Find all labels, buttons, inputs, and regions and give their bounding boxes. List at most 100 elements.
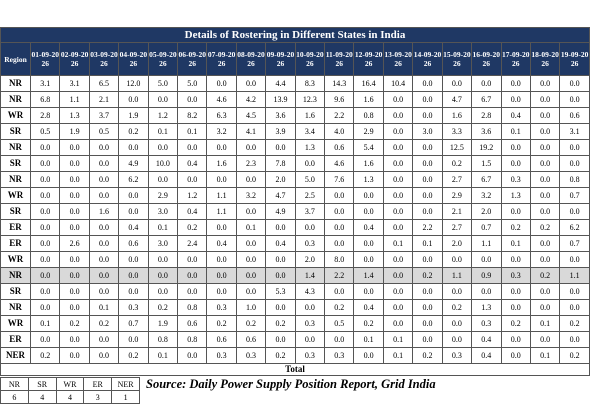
value-cell: 1.2 (177, 187, 208, 204)
value-cell: 0.0 (206, 283, 237, 300)
column-header: Region (0, 42, 31, 76)
value-cell: 0.0 (118, 187, 149, 204)
value-cell: 0.2 (235, 315, 267, 332)
value-cell: 0.1 (500, 123, 531, 140)
value-cell: 0.0 (177, 171, 208, 188)
value-cell: 1.3 (59, 107, 90, 124)
value-cell: 1.9 (59, 123, 90, 140)
value-cell: 3.2 (235, 187, 267, 204)
value-cell: 0.0 (500, 299, 531, 316)
column-header: 06-09-2026 (177, 42, 208, 76)
value-cell: 0.2 (529, 219, 561, 236)
value-cell: 0.0 (529, 251, 561, 268)
value-cell: 0.0 (118, 331, 149, 348)
value-cell: 0.8 (353, 107, 384, 124)
value-cell: 0.0 (412, 299, 443, 316)
value-cell: 0.2 (118, 123, 149, 140)
value-cell: 0.0 (529, 235, 561, 252)
region-cell: NR (0, 267, 31, 284)
value-cell: 0.2 (529, 267, 561, 284)
value-cell: 2.9 (147, 187, 179, 204)
column-header: 14-09-2026 (412, 42, 443, 76)
summary-region: WR (55, 377, 85, 391)
column-header: 16-09-2026 (471, 42, 502, 76)
header-row: Region 01-09-2026 02-09-2026 03-09-2026 04-0… (0, 42, 590, 76)
value-cell: 2.2 (324, 107, 355, 124)
value-cell: 2.3 (235, 155, 267, 172)
value-cell: 0.4 (265, 235, 296, 252)
value-cell: 0.1 (382, 347, 414, 364)
value-cell: 0.0 (59, 251, 90, 268)
value-cell: 8.3 (294, 75, 326, 92)
value-cell: 0.0 (88, 219, 120, 236)
value-cell: 2.2 (324, 267, 355, 284)
value-cell: 3.2 (471, 187, 502, 204)
value-cell: 1.1 (471, 235, 502, 252)
value-cell: 0.3 (324, 347, 355, 364)
value-cell: 0.1 (29, 315, 61, 332)
value-cell: 0.0 (147, 139, 179, 156)
region-cell: SR (0, 203, 31, 220)
value-cell: 0.4 (353, 299, 384, 316)
value-cell: 0.1 (235, 219, 267, 236)
value-cell: 0.0 (88, 283, 120, 300)
value-cell: 0.0 (294, 155, 326, 172)
value-cell: 1.1 (206, 203, 237, 220)
value-cell: 1.1 (441, 267, 473, 284)
value-cell: 0.0 (177, 139, 208, 156)
value-cell: 0.0 (265, 251, 296, 268)
value-cell: 0.0 (88, 187, 120, 204)
value-cell: 0.0 (118, 251, 149, 268)
value-cell: 8.0 (324, 251, 355, 268)
value-cell: 3.9 (265, 123, 296, 140)
value-cell: 0.3 (441, 347, 473, 364)
value-cell: 0.1 (412, 235, 443, 252)
value-cell: 0.9 (471, 267, 502, 284)
value-cell: 7.6 (324, 171, 355, 188)
value-cell: 0.3 (118, 299, 149, 316)
value-cell: 0.0 (29, 139, 61, 156)
region-cell: NR (0, 91, 31, 108)
value-cell: 6.5 (88, 75, 120, 92)
value-cell: 0.1 (529, 315, 561, 332)
value-cell: 4.7 (441, 91, 473, 108)
value-cell: 0.0 (382, 219, 414, 236)
value-cell: 0.0 (412, 91, 443, 108)
column-header: 13-09-2026 (382, 42, 414, 76)
value-cell: 3.0 (147, 235, 179, 252)
region-cell: SR (0, 123, 31, 140)
value-cell: 0.0 (118, 139, 149, 156)
column-header: 17-09-2026 (500, 42, 531, 76)
value-cell: 3.1 (29, 75, 61, 92)
value-cell: 2.8 (29, 107, 61, 124)
value-cell: 6.7 (471, 171, 502, 188)
value-cell: 1.1 (59, 91, 90, 108)
roster-table: Details of Rostering in Different States… (0, 27, 590, 376)
region-cell: ER (0, 331, 31, 348)
value-cell: 0.0 (59, 283, 90, 300)
value-cell: 0.0 (294, 331, 326, 348)
value-cell: 0.0 (29, 187, 61, 204)
value-cell: 0.5 (88, 123, 120, 140)
value-cell: 2.9 (353, 123, 384, 140)
value-cell: 0.0 (59, 155, 90, 172)
summary-table: NR SR WR ER NER 6 4 4 3 1 (0, 377, 140, 404)
value-cell: 0.4 (177, 155, 208, 172)
value-cell: 12.0 (118, 75, 149, 92)
value-cell: 0.0 (559, 203, 590, 220)
value-cell: 4.9 (118, 155, 149, 172)
data-row: WR 2.8 1.3 3.7 1.9 1.2 8.2 6.3 4.5 3.6 1.6 2.2 0.8 0.… (0, 107, 590, 124)
value-cell: 3.0 (412, 123, 443, 140)
value-cell: 1.3 (353, 171, 384, 188)
value-cell: 0.0 (177, 267, 208, 284)
column-header: 19-09-2026 (559, 42, 590, 76)
value-cell: 0.0 (412, 203, 443, 220)
value-cell: 7.8 (265, 155, 296, 172)
value-cell: 16.4 (353, 75, 384, 92)
value-cell: 2.1 (88, 91, 120, 108)
value-cell: 0.0 (206, 75, 237, 92)
value-cell: 0.0 (88, 139, 120, 156)
value-cell: 0.0 (118, 203, 149, 220)
table-title: Details of Rostering in Different States… (0, 27, 590, 43)
column-header: 09-09-2026 (265, 42, 296, 76)
